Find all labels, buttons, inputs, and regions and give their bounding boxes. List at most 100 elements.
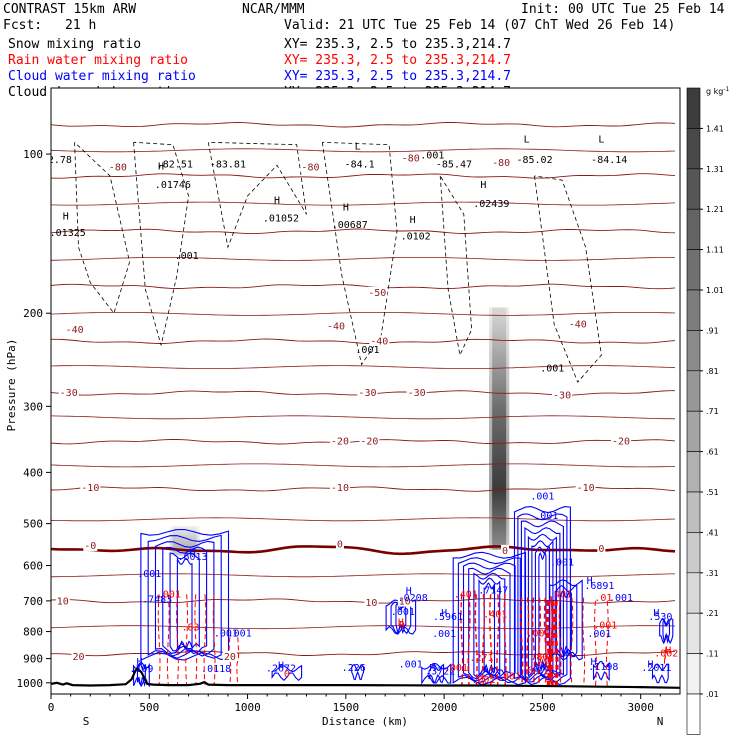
colorbar-tick-label: 1.41 xyxy=(706,124,724,133)
colorbar-tick-label: 1.11 xyxy=(706,246,724,255)
isotherm-intermediate xyxy=(51,365,676,369)
ice-shade-edge xyxy=(169,525,173,556)
rain-water-contour xyxy=(543,597,547,686)
ice-contour-label: -85.02 xyxy=(516,155,552,166)
rain-water-contour xyxy=(194,594,198,686)
rain-water-label: H xyxy=(665,645,671,656)
rain-water-label: 0 xyxy=(528,665,534,676)
valid-time: Valid: 21 UTC Tue 25 Feb 14 (07 ChT Wed … xyxy=(284,18,675,33)
colorbar-swatch xyxy=(686,693,701,735)
cloud-water-label: H xyxy=(648,659,654,670)
isotherm-label: 20 xyxy=(224,652,236,663)
colorbar-swatch xyxy=(686,612,701,654)
isotherm-label: -40 xyxy=(327,322,345,333)
ice-contour-label: .0102 xyxy=(401,231,431,242)
temp-label-bg xyxy=(300,161,321,173)
y-tick-label: 100 xyxy=(23,148,43,161)
isotherm-intermediate xyxy=(51,148,676,153)
x-tick-label: 2000 xyxy=(431,701,458,714)
fcst-label: Fcst: xyxy=(3,18,42,33)
temp-label-bg xyxy=(64,323,85,335)
cloud-water-contour xyxy=(385,599,417,635)
temp-label-bg xyxy=(491,157,512,169)
rain-water-label: .01 xyxy=(594,593,612,604)
isotherm-intermediate xyxy=(51,517,676,522)
field-name: Rain water mixing ratio xyxy=(8,53,188,68)
isotherm--50 xyxy=(51,283,676,290)
cloud-water-label: .0208 xyxy=(398,593,428,604)
y-tick-label: 400 xyxy=(23,466,43,479)
cloud-water-contour xyxy=(462,562,516,681)
cloud-water-label: .7483 xyxy=(142,595,172,606)
colorbar-swatch xyxy=(686,208,701,250)
isotherm-label: 10 xyxy=(365,598,377,609)
ice-contour xyxy=(207,141,307,249)
cloud-water-label: .109 xyxy=(129,664,153,675)
isotherm-label: 0 xyxy=(337,540,343,551)
model-title: CONTRAST 15km ARW xyxy=(3,2,136,17)
colorbar-tick-label: 1.21 xyxy=(706,205,724,214)
isotherm-intermediate xyxy=(51,415,676,420)
isotherm-label: -40 xyxy=(569,319,587,330)
isotherm-label: -40 xyxy=(370,336,388,347)
cloud-water-label: .001 xyxy=(432,629,456,640)
temp-label-bg xyxy=(329,435,350,447)
temp-label-bg xyxy=(222,650,237,662)
y-axis-label: Pressure (hPa) xyxy=(5,339,18,432)
contour-label-layer: -80 -80 -80 -80 -50 -40 -40 -40 -40 -30 -30 -30 -30 -… xyxy=(42,134,678,686)
rain-water-contour xyxy=(203,594,207,686)
temp-label-bg xyxy=(406,386,427,398)
cloud-water-contour xyxy=(351,663,365,681)
ice-contour-label: .01325 xyxy=(50,228,86,239)
rain-water-contour xyxy=(496,594,500,686)
ice-contour-label: -83.81 xyxy=(210,159,246,170)
cloud-water-label: .001 xyxy=(214,629,238,640)
isotherm--10 xyxy=(51,486,676,492)
ice-contour-label: .2.78 xyxy=(42,155,72,166)
cloud-water-contour xyxy=(176,557,193,650)
ice-shade-column xyxy=(489,307,510,550)
ice-contour-label: H xyxy=(274,195,280,206)
cloud-water-contour xyxy=(549,579,583,661)
rain-water-contour xyxy=(176,594,179,686)
temp-label-bg xyxy=(107,161,128,173)
rain-water-label: .001 xyxy=(444,663,468,674)
isotherm-label: -80 xyxy=(109,162,127,173)
cloud-water-contour xyxy=(531,539,554,675)
temp-label-bg xyxy=(80,481,101,493)
rain-water-label: .83 xyxy=(182,622,200,633)
rain-water-contour xyxy=(474,594,478,686)
rain-water-label: .001 xyxy=(593,621,617,632)
cloud-water-label: .001 xyxy=(137,569,161,580)
ice-contour xyxy=(74,142,131,315)
colorbar: g kg-1 1.41 1.31 1.21 1.11 1.01 .91 .81 .71 .61.… xyxy=(686,86,730,735)
colorbar-tick-label: .61 xyxy=(706,448,719,457)
rain-water-contour xyxy=(503,594,507,686)
cloud-water-contour xyxy=(390,601,412,635)
cloud-water-label: .6891 xyxy=(584,581,614,592)
isotherm-label: -50 xyxy=(368,288,386,299)
cloud-water-contour xyxy=(147,534,222,659)
ice-contour xyxy=(321,141,398,366)
ice-contour-label: H xyxy=(158,162,164,173)
isotherm--70 xyxy=(51,173,676,179)
temp-label-bg xyxy=(55,595,70,607)
ice-contour-label: -85.47 xyxy=(436,159,472,170)
temp-label-bg xyxy=(611,435,632,447)
colorbar-swatch xyxy=(686,653,701,695)
rain-water-label: .001 xyxy=(497,671,521,682)
temp-label-bg xyxy=(335,538,344,550)
temp-label-bg xyxy=(83,539,98,551)
ice-contour-label: -84.1 xyxy=(345,159,375,170)
fcst-value: 21 h xyxy=(65,18,96,33)
cloud-water-label: .0118 xyxy=(201,664,231,675)
temp-label-bg xyxy=(329,481,350,493)
cloud-water-label: H xyxy=(653,608,659,619)
init-time: Init: 00 UTC Tue 25 Feb 14 xyxy=(521,2,725,17)
ice-contour-layer xyxy=(74,141,602,383)
isotherm-label: -10 xyxy=(331,483,349,494)
cloud-water-contour xyxy=(271,664,303,682)
ice-contour-label: H xyxy=(63,212,69,223)
y-tick-label: 700 xyxy=(23,595,43,608)
